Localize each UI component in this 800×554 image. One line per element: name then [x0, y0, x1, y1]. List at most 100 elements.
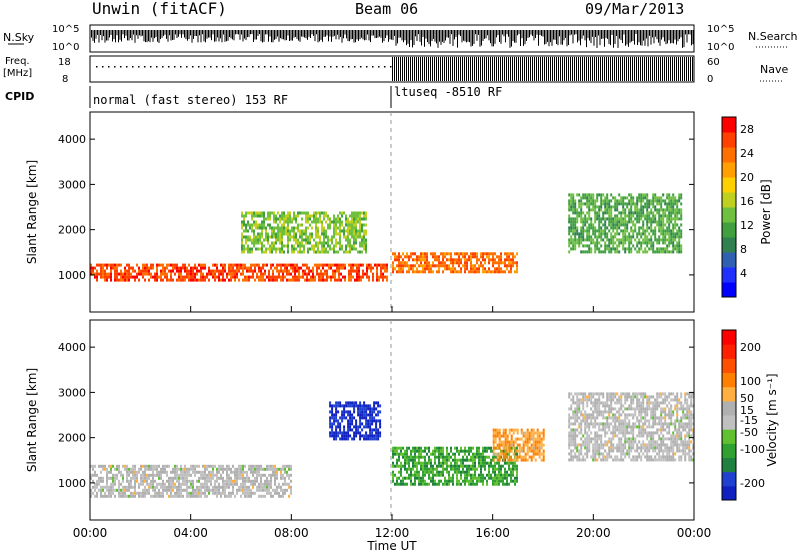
- range-cell: [464, 267, 466, 271]
- range-cell: [422, 258, 424, 262]
- noise-bar: [377, 30, 379, 38]
- range-cell: [474, 455, 476, 459]
- range-cell: [214, 275, 216, 279]
- range-cell: [96, 482, 98, 486]
- range-cell: [246, 485, 248, 489]
- range-cell: [440, 446, 442, 450]
- noise-bar: [349, 30, 350, 42]
- range-cell: [232, 491, 234, 495]
- range-cell: [144, 467, 146, 471]
- range-cell: [266, 488, 268, 492]
- range-cell: [656, 250, 659, 254]
- range-cell: [260, 464, 262, 468]
- range-cell: [256, 464, 258, 468]
- range-cell: [584, 223, 587, 227]
- range-cell: [610, 223, 613, 227]
- range-cell: [136, 479, 138, 483]
- range-cell: [365, 229, 367, 233]
- range-cell: [466, 449, 468, 453]
- noise-bar: [608, 30, 610, 44]
- range-cell: [329, 401, 332, 405]
- range-cell: [298, 275, 300, 279]
- range-cell: [664, 223, 667, 227]
- range-cell: [498, 476, 500, 480]
- colorbar-tick-label: 12: [740, 219, 754, 232]
- noise-bar: [398, 30, 400, 38]
- range-cell: [130, 491, 132, 495]
- range-cell: [168, 476, 170, 480]
- range-cell: [662, 220, 665, 224]
- range-cell: [506, 470, 508, 474]
- range-cell: [363, 437, 366, 441]
- range-cell: [299, 211, 301, 215]
- range-cell: [502, 464, 504, 468]
- range-cell: [277, 232, 279, 236]
- range-cell: [636, 241, 639, 245]
- range-cell: [365, 434, 368, 438]
- range-cell: [106, 482, 108, 486]
- range-cell: [281, 247, 283, 251]
- range-cell: [351, 422, 354, 426]
- noise-bar: [176, 30, 178, 38]
- range-cell: [672, 229, 675, 233]
- range-cell: [240, 476, 242, 480]
- range-cell: [120, 278, 122, 282]
- range-cell: [478, 464, 480, 468]
- nave-bar: [488, 57, 489, 81]
- noise-bar: [265, 30, 266, 35]
- range-cell: [222, 485, 224, 489]
- range-cell: [570, 205, 573, 209]
- range-cell: [438, 452, 440, 456]
- range-cell: [578, 404, 581, 408]
- range-cell: [444, 467, 446, 471]
- nave-bar: [632, 57, 633, 81]
- range-cell: [172, 470, 174, 474]
- range-cell: [664, 241, 667, 245]
- range-cell: [474, 482, 476, 486]
- nave-bar: [680, 57, 681, 81]
- range-cell: [168, 479, 170, 483]
- range-cell: [337, 226, 339, 230]
- range-cell: [680, 217, 683, 221]
- range-cell: [134, 491, 136, 495]
- nave-bar: [496, 57, 497, 81]
- range-cell: [349, 404, 352, 408]
- range-cell: [112, 491, 114, 495]
- range-cell: [444, 461, 446, 465]
- range-cell: [496, 446, 499, 450]
- nave-bar: [550, 57, 551, 81]
- range-cell: [418, 482, 420, 486]
- range-cell: [347, 419, 350, 423]
- range-cell: [398, 464, 400, 468]
- range-cell: [270, 266, 272, 270]
- range-cell: [490, 449, 492, 453]
- range-cell: [108, 491, 110, 495]
- range-cell: [351, 416, 354, 420]
- range-cell: [430, 252, 432, 256]
- range-cell: [355, 238, 357, 242]
- range-cell: [516, 270, 518, 274]
- range-cell: [266, 482, 268, 486]
- range-cell: [400, 270, 402, 274]
- range-cell: [168, 278, 170, 282]
- noise-bar: [538, 30, 539, 46]
- range-cell: [482, 452, 484, 456]
- range-cell: [574, 416, 577, 420]
- noise-bar: [295, 30, 296, 37]
- range-cell: [108, 272, 110, 276]
- range-cell: [436, 482, 438, 486]
- range-cell: [568, 452, 571, 456]
- range-cell: [216, 275, 218, 279]
- range-cell: [574, 208, 577, 212]
- nave-bar: [526, 57, 527, 81]
- noise-bar: [199, 30, 200, 36]
- range-cell: [442, 467, 444, 471]
- range-cell: [650, 241, 653, 245]
- range-cell: [460, 267, 462, 271]
- range-cell: [351, 419, 354, 423]
- range-cell: [98, 488, 100, 492]
- range-cell: [652, 214, 655, 218]
- range-cell: [328, 266, 330, 270]
- freq-dot: [96, 66, 98, 68]
- range-cell: [596, 217, 599, 221]
